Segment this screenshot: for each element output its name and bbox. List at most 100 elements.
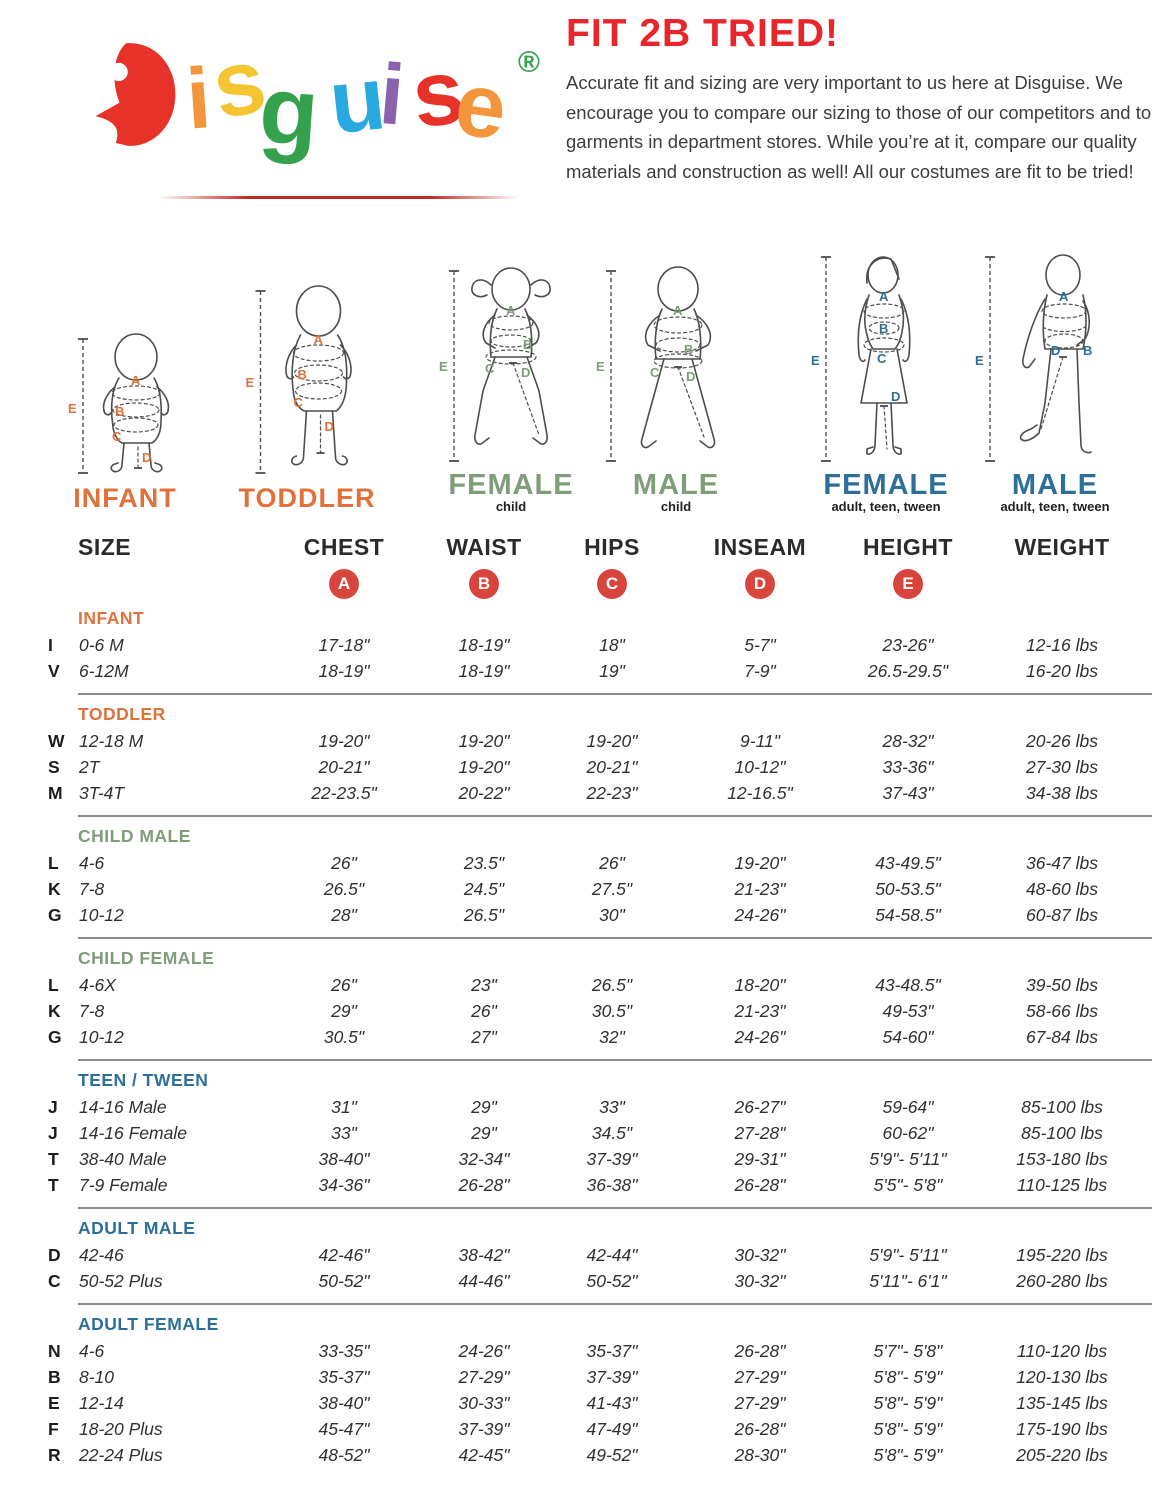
table-row: L 4-6 26" 23.5" 26" 19-20" 43-49.5" 36-47 lbs (48, 850, 1152, 876)
measurement-value: 26.5-29.5" (867, 660, 949, 681)
measurement-value: 18-20" (734, 974, 786, 995)
measurement-value: 28-32" (882, 730, 934, 751)
figure-male-child: E A B C D MALE child (596, 265, 756, 514)
measurement-value: 22-23" (586, 782, 638, 803)
size-code: G (48, 1026, 62, 1047)
table-row: B 8-10 35-37" 27-29" 37-39" 27-29" 5'8"- 5'9" 1… (48, 1364, 1152, 1390)
measurement-value: 20-22" (458, 782, 510, 803)
measure-letter-b: B (115, 404, 124, 419)
measurement-value: 5'8"- 5'9" (873, 1366, 943, 1387)
logo-letter-d-icon (86, 36, 182, 154)
size-label: 12-14 (79, 1392, 124, 1413)
table-row: S 2T 20-21" 19-20" 20-21" 10-12" 33-36" 27-30 l… (48, 754, 1152, 780)
measure-letter-c: C (877, 351, 887, 366)
column-header-hips: HIPS (584, 534, 640, 560)
table-row: J 14-16 Female 33" 29" 34.5" 27-28" 60-62" 85-1… (48, 1120, 1152, 1146)
measurement-value: 54-58.5" (875, 904, 941, 925)
measurement-value: 47-49" (586, 1418, 638, 1439)
measurement-value: 23-26" (882, 634, 934, 655)
measurement-value: 37-43" (882, 782, 934, 803)
measure-letter-c: C (112, 429, 122, 444)
logo-letter: g (256, 55, 323, 167)
measurement-value: 26-28" (734, 1340, 786, 1361)
measurement-value: 34-36" (318, 1174, 370, 1195)
measurement-value: 7-9" (744, 660, 776, 681)
figure-label: FEMALE (448, 469, 574, 501)
measurement-value: 26.5" (591, 974, 633, 995)
measurement-value: 26" (331, 852, 357, 873)
measurement-value: 29" (331, 1000, 357, 1021)
column-header-chest: CHEST (303, 534, 385, 560)
measurement-value: 26" (599, 852, 625, 873)
measure-letter-e: E (975, 353, 984, 368)
measure-letter-b: B (1083, 343, 1092, 358)
figure-label: MALE (1011, 469, 1099, 501)
measure-letter-c: C (293, 395, 303, 410)
measurement-value: 16-20 lbs (1026, 660, 1098, 681)
measurement-value: 45-47" (318, 1418, 370, 1439)
figure-label: MALE (632, 469, 720, 501)
measurement-value: 33" (331, 1122, 357, 1143)
measurement-value: 30.5" (323, 1026, 365, 1047)
size-label: 7-8 (79, 878, 105, 899)
female-adult-illustration-icon: E A B C D (811, 256, 911, 462)
measurement-value: 60-62" (882, 1122, 934, 1143)
figure-label: INFANT (73, 483, 177, 513)
figure-label: FEMALE (823, 469, 949, 501)
section-heading: CHILD MALE (78, 826, 191, 846)
figure-sublabel: adult, teen, tween (831, 499, 941, 514)
measurement-value: 43-49.5" (875, 852, 941, 873)
measurement-value: 30.5" (591, 1000, 633, 1021)
size-code: K (48, 878, 61, 899)
figure-female-child: E A B C D FEMALE child (439, 265, 583, 514)
figure-sublabel: child (660, 499, 692, 514)
measurement-value: 38-40" (318, 1148, 370, 1169)
measurement-value: 26.5" (463, 904, 505, 925)
measurement-value: 18-19" (318, 660, 370, 681)
measurement-value: 12-16 lbs (1026, 634, 1098, 655)
measurement-value: 85-100 lbs (1021, 1122, 1103, 1143)
size-label: 4-6 (79, 852, 105, 873)
size-code: V (48, 660, 60, 681)
size-label: 50-52 Plus (79, 1270, 163, 1291)
size-label: 42-46 (79, 1244, 124, 1265)
intro-block: FIT 2B TRIED! Accurate fit and sizing ar… (566, 12, 1156, 186)
size-code: T (48, 1148, 59, 1169)
measurement-value: 41-43" (586, 1392, 638, 1413)
table-row: M 3T-4T 22-23.5" 20-22" 22-23" 12-16.5" 37-43"… (48, 780, 1152, 806)
measurement-value: 42-44" (586, 1244, 638, 1265)
measurement-value: 31" (331, 1096, 357, 1117)
female-child-illustration-icon: E A B C D (439, 267, 551, 462)
measurement-value: 34.5" (591, 1122, 633, 1143)
table-row: K 7-8 26.5" 24.5" 27.5" 21-23" 50-53.5" 48-60 l… (48, 876, 1152, 902)
measurement-value: 37-39" (586, 1366, 638, 1387)
measurement-value: 19-20" (734, 852, 786, 873)
measurement-value: 23.5" (463, 852, 505, 873)
measurement-value: 26-28" (734, 1174, 786, 1195)
section-heading: TEEN / TWEEN (78, 1070, 209, 1090)
size-code: G (48, 904, 62, 925)
measurement-value: 5'7"- 5'8" (873, 1340, 943, 1361)
measurement-value: 48-52" (318, 1444, 370, 1465)
measure-letter-d: D (324, 419, 333, 434)
measure-letter-d: D (891, 389, 900, 404)
measurement-value: 27-28" (734, 1122, 786, 1143)
size-code: W (48, 730, 65, 751)
figure-male-adult: E A B D MALE adult, teen, tween (975, 253, 1135, 514)
badge-e: E (893, 569, 923, 599)
measurement-value: 195-220 lbs (1016, 1244, 1108, 1265)
infant-illustration-icon: E A B C D (68, 333, 170, 474)
measurement-value: 30" (599, 904, 625, 925)
table-row: G 10-12 28" 26.5" 30" 24-26" 54-58.5" 60-87 lbs (48, 902, 1152, 928)
measurement-value: 85-100 lbs (1021, 1096, 1103, 1117)
logo-d-face-icon (95, 43, 176, 146)
size-code: E (48, 1392, 60, 1413)
measure-letter-c: C (650, 365, 660, 380)
measurement-value: 12-16.5" (727, 782, 793, 803)
measurement-value: 27-29" (734, 1392, 786, 1413)
measure-letter-b: B (879, 321, 888, 336)
section-divider (78, 1303, 1152, 1305)
measure-letter-e: E (596, 359, 605, 374)
size-label: 14-16 Female (79, 1122, 187, 1143)
male-child-illustration-icon: E A B C D (596, 266, 716, 462)
